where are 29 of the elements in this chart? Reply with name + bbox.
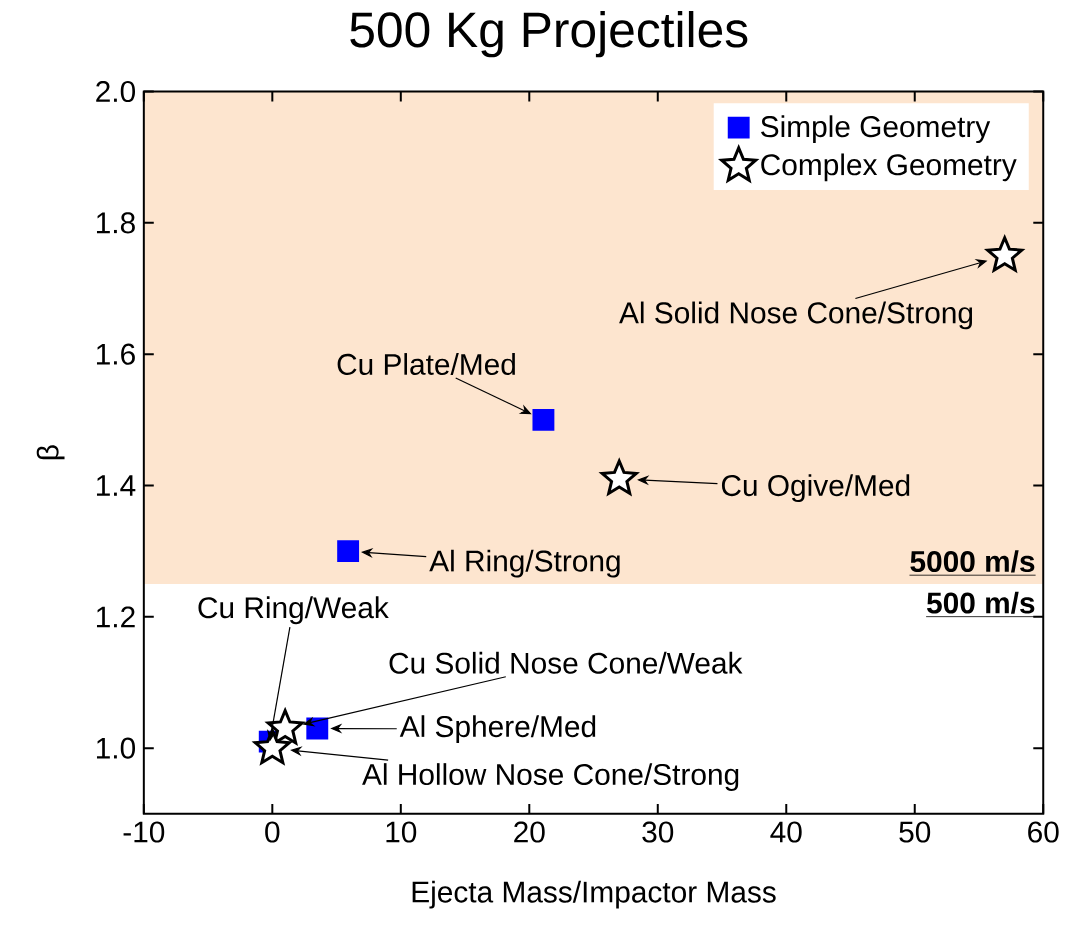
y-tick-label: 1.2 — [96, 606, 135, 628]
y-tick-label: 1.0 — [96, 737, 136, 759]
x-axis-title: Ejecta Mass/Impactor Mass — [412, 880, 776, 909]
x-tick-label: 30 — [642, 821, 674, 843]
y-tick-label: 1.4 — [96, 475, 136, 496]
annotation: Cu Solid Nose Cone/Weak — [389, 651, 743, 674]
y-tick-label: 1.8 — [96, 212, 135, 234]
y-axis-title: β — [36, 445, 65, 460]
legend-label: Simple Geometry — [761, 115, 991, 144]
band-label: 5000 m/s — [910, 550, 1035, 573]
annotation: 500 m/s — [926, 591, 1035, 614]
y-tick-label: 1.6 — [96, 343, 135, 365]
x-tick-label: 50 — [899, 821, 931, 843]
annotation: Al Hollow Nose Cone/Strong — [362, 763, 739, 791]
annotation: Al Sphere/Med — [399, 715, 596, 743]
annotation: Al Ring/Strong — [429, 549, 620, 578]
x-tick-label: 40 — [770, 821, 802, 843]
annotation: Cu Ogive/Med — [721, 474, 910, 502]
legend-label: Complex Geometry — [761, 153, 1017, 182]
y-tick-label: 2.0 — [96, 80, 136, 102]
x-tick-label: 0 — [265, 821, 280, 843]
x-tick-label: 10 — [386, 821, 417, 843]
x-tick-label: 60 — [1028, 821, 1059, 843]
annotation: Al Solid Nose Cone/Strong — [619, 301, 973, 330]
annotation: Cu Ring/Weak — [198, 596, 389, 625]
x-tick-label: 20 — [514, 821, 545, 843]
chart-title: 500 Kg Projectiles — [350, 10, 748, 58]
x-tick-label: -10 — [123, 821, 165, 843]
annotation: Cu Plate/Med — [337, 352, 515, 375]
